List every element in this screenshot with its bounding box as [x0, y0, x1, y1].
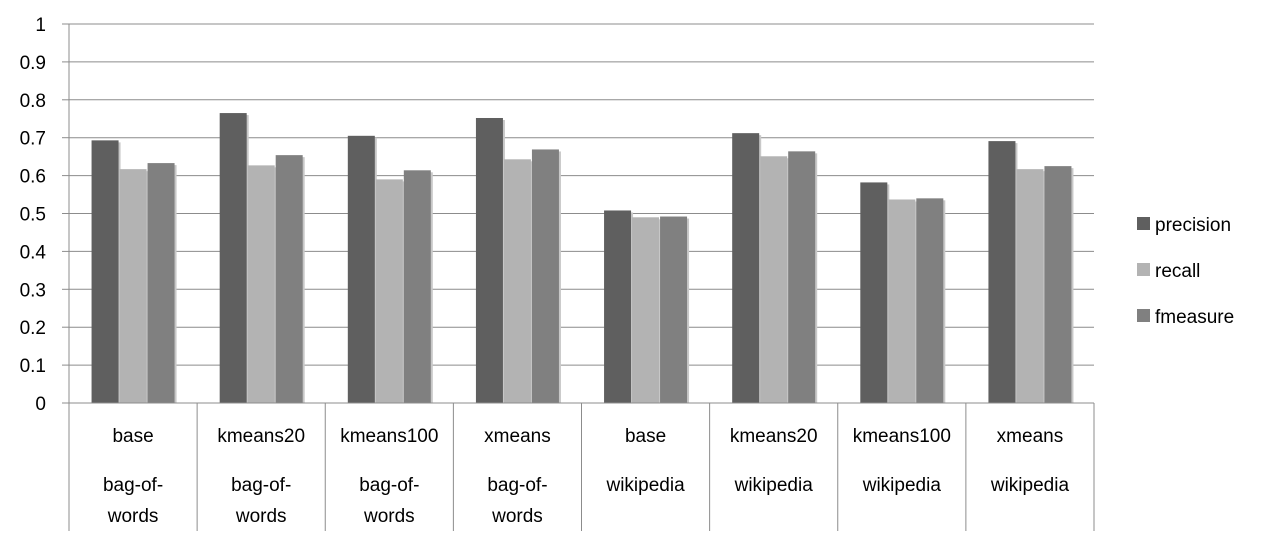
- category-method-label: base: [112, 426, 153, 447]
- category-method-label: kmeans100: [340, 426, 438, 447]
- bar-recall: [119, 169, 147, 403]
- y-axis-tick-labels: 0 0.1 0.2 0.3 0.4 0.5 0.6 0.7 0.8 0.9 1: [20, 15, 47, 415]
- category-source-label: wikipedia: [605, 475, 685, 496]
- bar-recall: [760, 156, 788, 403]
- bar-precision: [347, 135, 375, 403]
- bar-precision: [91, 140, 119, 403]
- category-source-label: words: [235, 506, 287, 527]
- bar-fmeasure: [275, 155, 303, 403]
- bar-precision: [604, 210, 632, 403]
- y-tick-label: 0.5: [20, 205, 46, 226]
- bar-fmeasure: [660, 216, 688, 403]
- bars: [91, 113, 1074, 404]
- bar-precision: [732, 133, 760, 404]
- legend-swatch-fmeasure: [1137, 309, 1150, 322]
- bar-recall: [503, 159, 531, 403]
- y-tick-label: 0.4: [20, 242, 47, 263]
- y-tick-label: 1: [35, 15, 46, 36]
- y-tick-label: 0.2: [20, 318, 46, 339]
- y-tick-label: 0.8: [20, 91, 46, 112]
- legend-swatch-recall: [1137, 263, 1150, 276]
- legend: precision recall fmeasure: [1137, 215, 1234, 328]
- y-tick-label: 0.9: [20, 53, 46, 74]
- bar-recall: [888, 199, 916, 403]
- category-source-label: wikipedia: [862, 475, 942, 496]
- category-source-label: bag-of-: [359, 475, 419, 496]
- category-method-label: xmeans: [997, 426, 1064, 447]
- bar-fmeasure: [916, 198, 944, 403]
- category-source-label: bag-of-: [487, 475, 547, 496]
- category-source-label: wikipedia: [990, 475, 1070, 496]
- y-tick-label: 0.6: [20, 167, 46, 188]
- category-source-label: words: [107, 506, 159, 527]
- category-method-label: kmeans20: [217, 426, 305, 447]
- y-tick-label: 0.1: [20, 356, 46, 377]
- legend-label-fmeasure: fmeasure: [1155, 307, 1234, 328]
- bar-fmeasure: [531, 149, 559, 403]
- bar-precision: [860, 182, 888, 403]
- category-source-label: words: [363, 506, 415, 527]
- category-method-label: kmeans20: [730, 426, 818, 447]
- bar-recall: [375, 179, 403, 403]
- axes: [62, 23, 1095, 531]
- category-method-label: kmeans100: [853, 426, 951, 447]
- y-tick-label: 0.3: [20, 280, 46, 301]
- bar-fmeasure: [1044, 166, 1072, 403]
- category-source-label: bag-of-: [103, 475, 163, 496]
- bar-fmeasure: [788, 151, 816, 403]
- legend-swatch-precision: [1137, 217, 1150, 230]
- x-axis-category-labels: base bag-of-words kmeans20 bag-of-words kmea…: [103, 426, 1069, 527]
- bar-recall: [247, 165, 275, 403]
- category-source-label: bag-of-: [231, 475, 291, 496]
- bar-precision: [219, 113, 247, 403]
- y-tick-label: 0.7: [20, 129, 46, 150]
- category-source-label: words: [491, 506, 543, 527]
- legend-label-precision: precision: [1155, 215, 1231, 236]
- category-source-label: wikipedia: [734, 475, 814, 496]
- legend-label-recall: recall: [1155, 261, 1200, 282]
- bar-fmeasure: [403, 170, 431, 403]
- y-tick-label: 0: [35, 394, 46, 415]
- bar-recall: [632, 217, 660, 403]
- category-method-label: base: [625, 426, 666, 447]
- bar-fmeasure: [147, 163, 175, 403]
- category-method-label: xmeans: [484, 426, 551, 447]
- bar-precision: [475, 117, 503, 403]
- bar-precision: [988, 141, 1016, 403]
- bar-recall: [1016, 169, 1044, 403]
